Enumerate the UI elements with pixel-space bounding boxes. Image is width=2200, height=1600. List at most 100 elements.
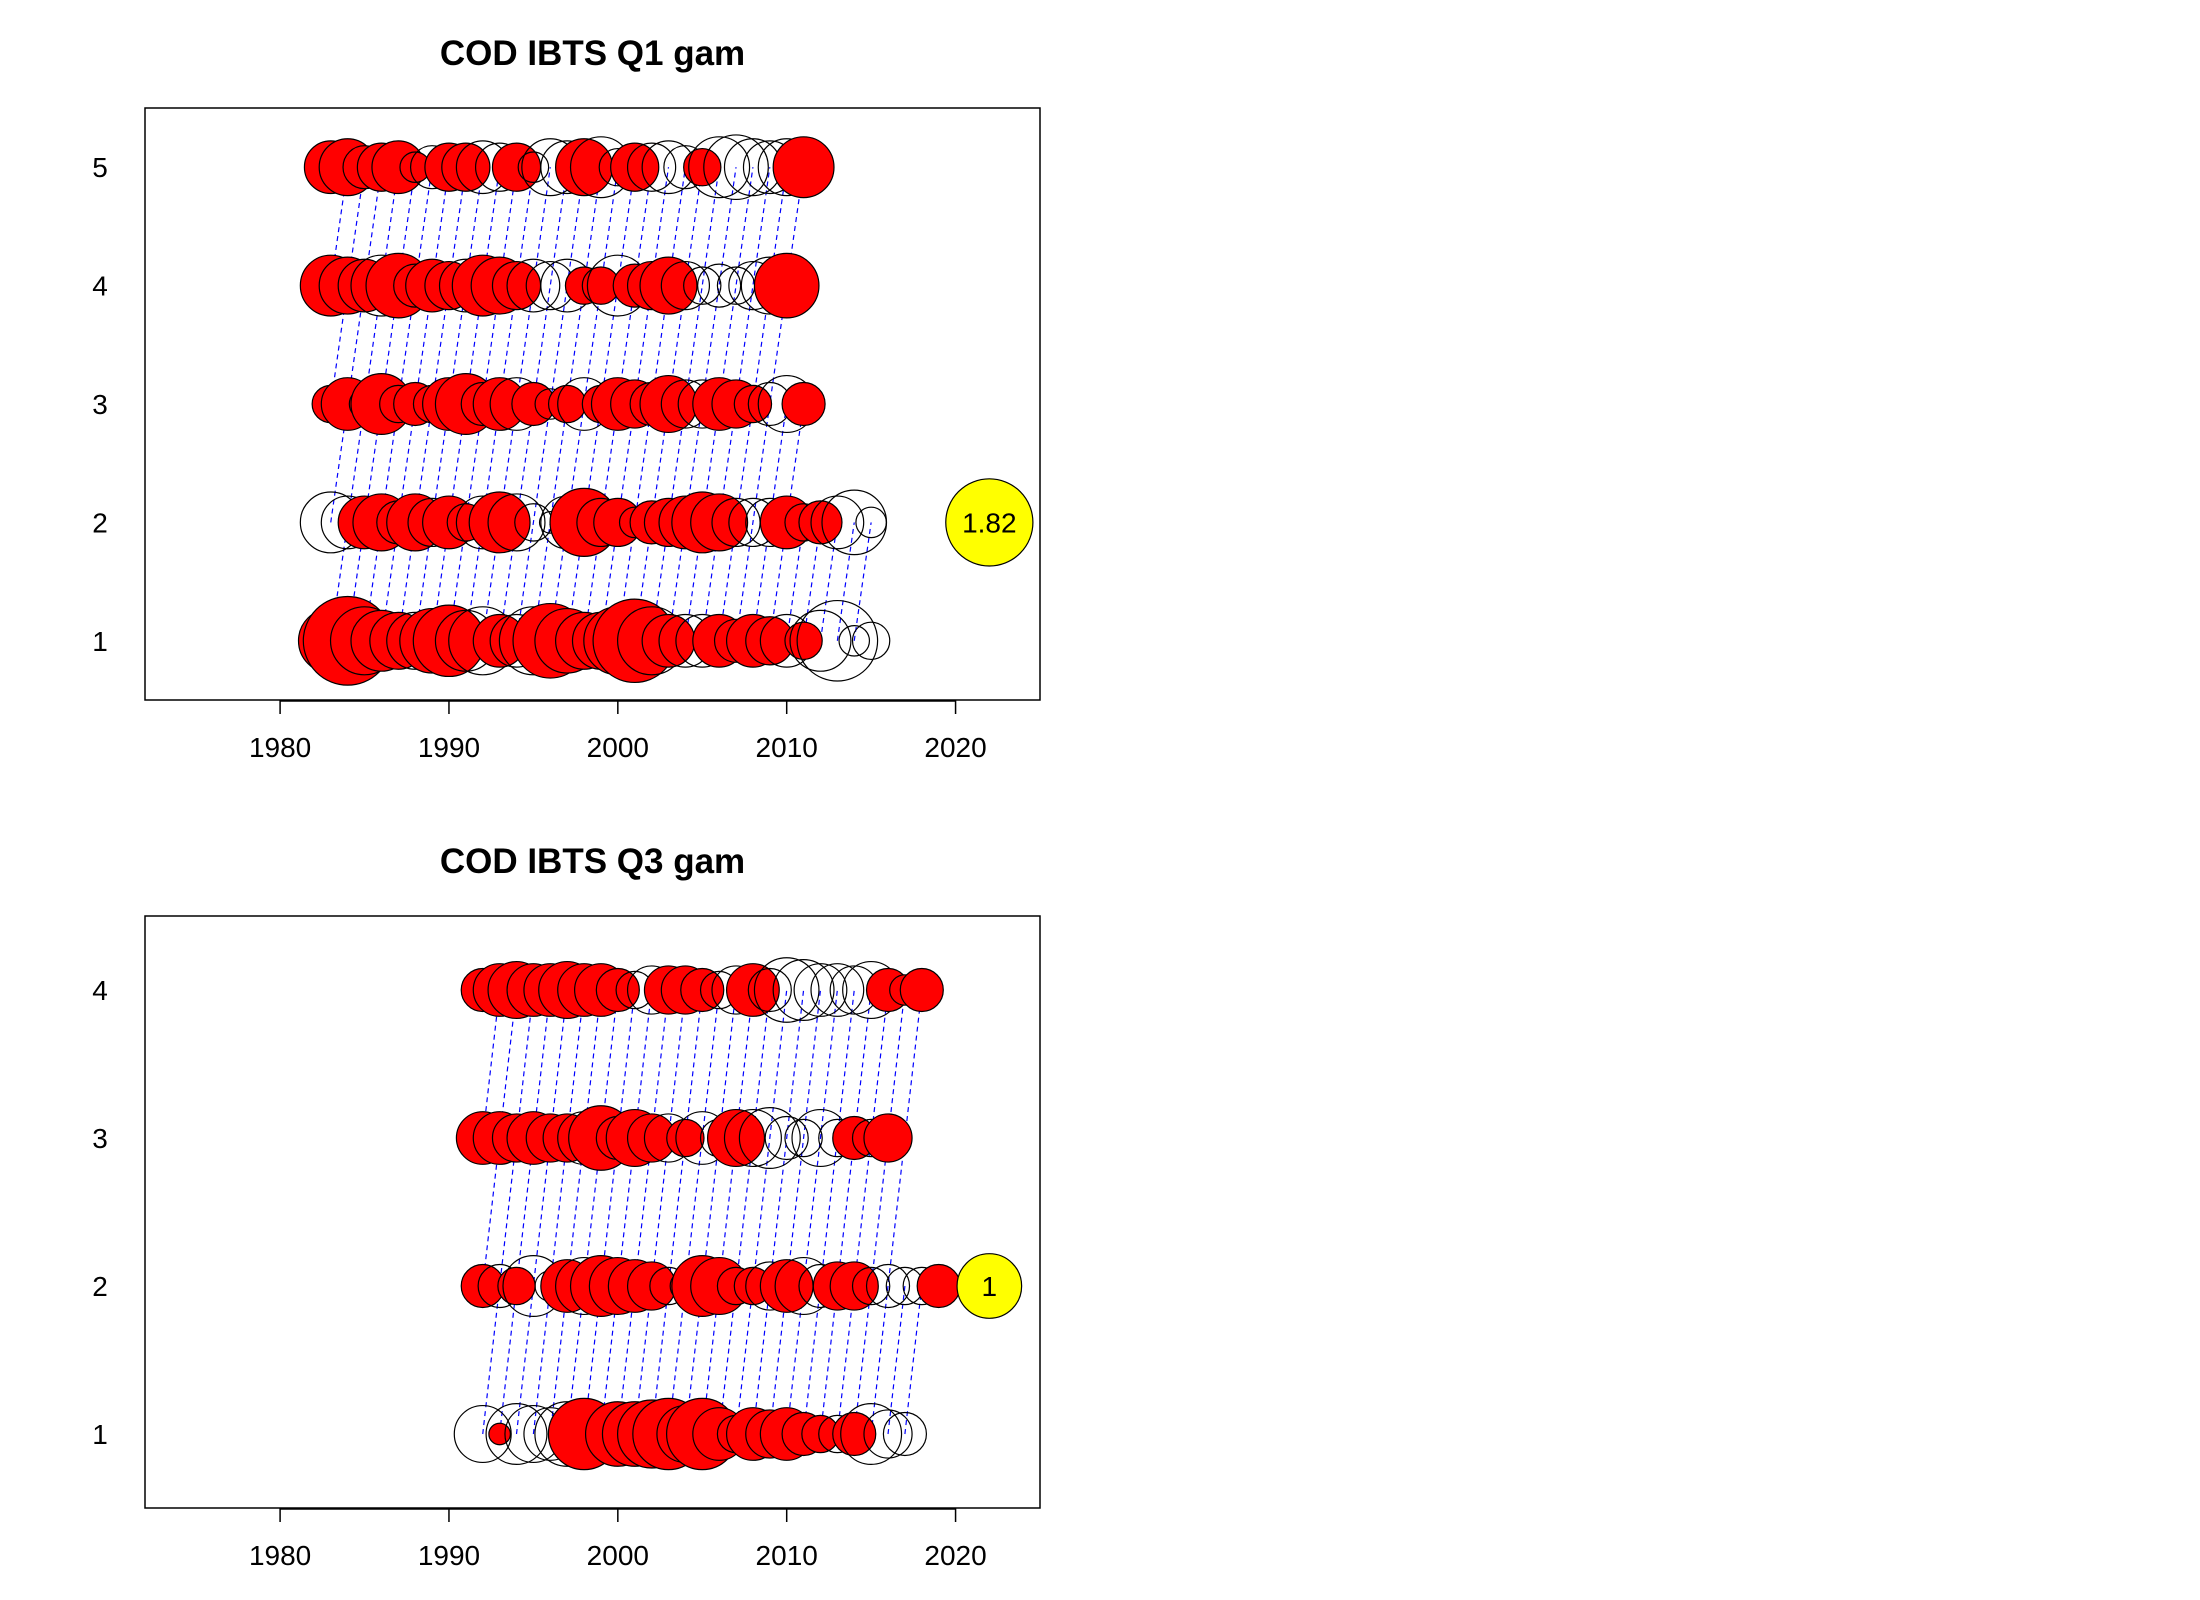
cohort-line: [651, 989, 703, 1435]
reference-bubble-label: 1: [982, 1271, 998, 1302]
x-tick-label: 1980: [249, 1540, 311, 1571]
negative-residual-bubble: [706, 1108, 766, 1168]
cohort-line: [532, 989, 585, 1435]
positive-residual-bubble: [865, 1263, 911, 1309]
positive-residual-bubble: [747, 967, 792, 1013]
cohort-line: [330, 167, 383, 523]
cohort-line: [431, 167, 501, 641]
positive-residual-bubble: [688, 136, 751, 199]
negative-residual-bubble: [555, 138, 614, 197]
cohort-line: [363, 167, 433, 641]
cohort-line: [718, 167, 788, 641]
positive-residual-bubble: [838, 624, 871, 657]
positive-residual-bubble: [738, 1106, 801, 1170]
cohort-line: [819, 522, 838, 641]
y-tick-label: 3: [92, 1123, 108, 1154]
positive-residual-bubble: [723, 1108, 782, 1168]
cohort-line: [566, 989, 619, 1435]
positive-residual-bubble: [793, 963, 848, 1017]
positive-residual-bubble: [753, 957, 820, 1023]
y-tick-label: 2: [92, 1271, 108, 1302]
cohort-line: [465, 167, 534, 641]
cohort-line: [634, 167, 703, 641]
cohort-line: [853, 522, 872, 641]
cohort-line: [532, 167, 602, 641]
positive-residual-bubble: [453, 1404, 512, 1464]
negative-residual-bubble: [829, 1261, 879, 1311]
cohort-line: [634, 989, 686, 1435]
negative-residual-bubble: [781, 381, 826, 427]
positive-residual-bubble: [517, 151, 550, 184]
positive-residual-bubble: [506, 258, 561, 313]
cohort-line: [380, 167, 450, 641]
cohort-line: [735, 989, 788, 1435]
x-tick-label: 2010: [756, 732, 818, 763]
cohort-line: [651, 167, 720, 641]
cohort-line: [617, 167, 686, 641]
reference-bubble-label: 1.82: [962, 507, 1017, 538]
negative-residual-bubble: [626, 1261, 677, 1311]
positive-residual-bubble: [796, 599, 879, 682]
cohort-line: [887, 1285, 906, 1435]
positive-residual-bubble: [840, 1402, 903, 1466]
negative-residual-bubble: [798, 500, 843, 545]
cohort-line: [853, 989, 906, 1435]
cohort-line: [752, 989, 805, 1435]
positive-residual-bubble: [882, 1411, 928, 1457]
chart-q3: COD IBTS Q3 gam 1980 1990 2000 2010 2020 1 2 3 4 1: [0, 800, 1100, 1600]
negative-residual-bubble: [683, 147, 722, 187]
cohort-line: [684, 989, 737, 1435]
negative-residual-bubble: [610, 142, 660, 192]
cohort-line: [397, 167, 467, 641]
residual-bubbles: [297, 134, 891, 686]
chart-q1: COD IBTS Q1 gam 1980 1990 2000 2010 2020 1 2 3 4 5…: [0, 0, 1100, 800]
cohort-line: [718, 989, 771, 1435]
cohort-line: [819, 989, 872, 1435]
cohort-line: [701, 989, 754, 1435]
cohort-line: [482, 989, 534, 1435]
positive-residual-bubble: [660, 260, 711, 311]
positive-residual-bubble: [789, 609, 852, 672]
bubble-plot-q3: COD IBTS Q3 gam 1980 1990 2000 2010 2020 1 2 3 4 1: [92, 842, 1041, 1571]
reference-bubble: [945, 478, 1034, 567]
x-tick-label: 2020: [924, 1540, 986, 1571]
cohort-line: [482, 989, 501, 1139]
positive-residual-bubble: [863, 1409, 913, 1459]
cohort-lines: [330, 167, 872, 641]
cohort-line: [904, 1285, 923, 1435]
positive-residual-bubble: [764, 1115, 809, 1161]
x-tick-label: 1990: [418, 1540, 480, 1571]
x-tick-label: 2000: [587, 732, 649, 763]
cohort-line: [583, 989, 636, 1435]
x-tick-label: 2020: [924, 732, 986, 763]
cohort-line: [870, 989, 923, 1435]
negative-residual-bubble: [759, 1259, 814, 1313]
positive-residual-bubble: [855, 506, 887, 539]
y-tick-label: 3: [92, 389, 108, 420]
cohort-line: [347, 167, 416, 641]
negative-residual-bubble: [725, 963, 780, 1017]
y-tick-label: 1: [92, 1419, 108, 1450]
x-tick-label: 1980: [249, 732, 311, 763]
negative-residual-bubble: [753, 252, 820, 319]
negative-residual-bubble: [832, 1411, 877, 1457]
x-tick-label: 1990: [418, 732, 480, 763]
positive-residual-bubble: [626, 142, 677, 192]
y-tick-label: 1: [92, 626, 108, 657]
cohort-line: [701, 167, 771, 641]
bubble-plot-q1: COD IBTS Q1 gam 1980 1990 2000 2010 2020 1 2 3 4 5…: [92, 34, 1041, 763]
cohort-line: [583, 167, 653, 641]
cohort-line: [566, 167, 636, 641]
y-tick-label: 4: [92, 271, 108, 302]
positive-residual-bubble: [784, 1118, 823, 1158]
negative-residual-bubble: [468, 491, 531, 554]
cohort-line: [482, 167, 551, 641]
cohort-line: [414, 167, 484, 641]
cohort-line: [667, 989, 720, 1435]
negative-residual-bubble: [547, 384, 587, 424]
cohort-line: [515, 167, 585, 641]
cohort-line: [549, 167, 619, 641]
positive-residual-bubble: [810, 963, 865, 1017]
negative-residual-bubble: [441, 142, 491, 192]
negative-residual-bubble: [772, 136, 835, 199]
